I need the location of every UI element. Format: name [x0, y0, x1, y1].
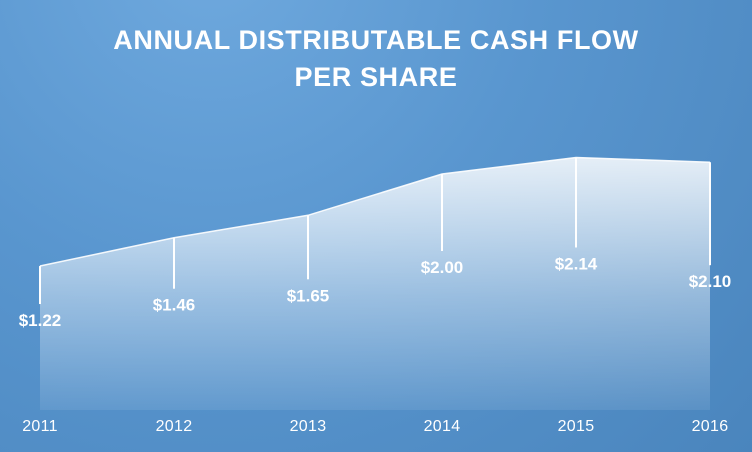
area-outline	[39, 156, 711, 267]
x-axis-label: 2014	[424, 418, 461, 435]
x-axis-label: 2013	[290, 418, 327, 435]
chart-title-line2: PER SHARE	[294, 62, 458, 92]
data-label: $1.65	[287, 286, 330, 305]
x-axis-label: 2011	[22, 418, 58, 435]
x-axis-label: 2016	[692, 418, 729, 435]
x-axis-label: 2015	[558, 418, 595, 435]
chart-title-line1: ANNUAL DISTRIBUTABLE CASH FLOW	[113, 25, 639, 55]
data-label: $2.14	[555, 254, 598, 273]
area-fill	[40, 157, 710, 410]
data-label: $2.10	[689, 272, 732, 291]
data-label: $2.00	[421, 258, 464, 277]
data-label: $1.22	[19, 311, 62, 330]
x-axis-label: 2012	[156, 418, 193, 435]
data-label: $1.46	[153, 296, 196, 315]
chart-title: ANNUAL DISTRIBUTABLE CASH FLOW PER SHARE	[0, 22, 752, 96]
